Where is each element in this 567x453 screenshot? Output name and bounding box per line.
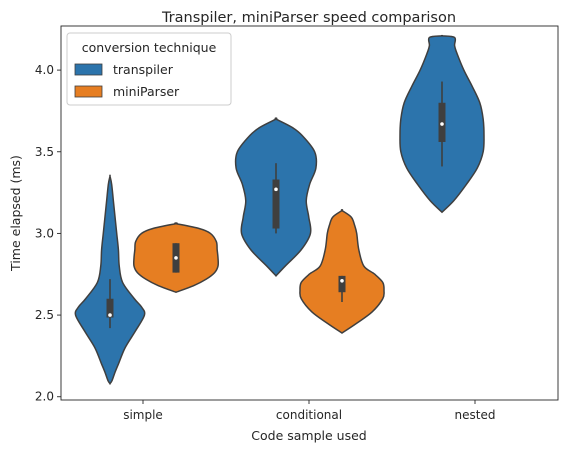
median-dot-transpiler-conditional xyxy=(274,187,278,192)
chart-title: Transpiler, miniParser speed comparison xyxy=(161,10,456,26)
iqr-box-transpiler-simple xyxy=(106,298,114,318)
y-axis: 2.0 2.5 3.0 3.5 4.0 xyxy=(35,63,61,404)
y-tick-label: 2.5 xyxy=(35,308,54,322)
y-axis-label: Time elapsed (ms) xyxy=(8,155,23,272)
legend-swatch-transpiler xyxy=(74,63,103,76)
x-axis: simple conditional nested xyxy=(123,400,495,422)
x-tick-label-simple: simple xyxy=(123,408,163,422)
y-tick-label: 2.0 xyxy=(35,390,54,404)
x-tick-label-conditional: conditional xyxy=(276,408,342,422)
legend-box xyxy=(66,32,232,106)
iqr-box-miniParser-conditional xyxy=(338,275,346,293)
median-dot-transpiler-nested xyxy=(440,122,444,126)
violin-miniParser-conditional xyxy=(299,208,385,334)
y-tick-label: 4.0 xyxy=(35,63,54,77)
median-dot-miniParser-simple xyxy=(174,256,178,260)
legend-label-transpiler: transpiler xyxy=(113,62,174,77)
median-dot-miniParser-conditional xyxy=(340,278,344,283)
axes-frame xyxy=(60,25,559,401)
y-tick-label: 3.0 xyxy=(35,226,54,240)
legend-label-miniparser: miniParser xyxy=(113,84,180,99)
median-dot-transpiler-simple xyxy=(108,313,112,317)
plot-area xyxy=(74,34,485,386)
legend-title: conversion technique xyxy=(82,40,217,55)
iqr-box-transpiler-conditional xyxy=(272,179,280,229)
y-tick-label: 3.5 xyxy=(35,145,54,159)
legend-swatch-miniparser xyxy=(74,85,103,98)
x-tick-label-nested: nested xyxy=(455,408,496,422)
legend: conversion technique transpiler miniPars… xyxy=(66,32,232,106)
x-axis-label: Code sample used xyxy=(251,428,366,443)
